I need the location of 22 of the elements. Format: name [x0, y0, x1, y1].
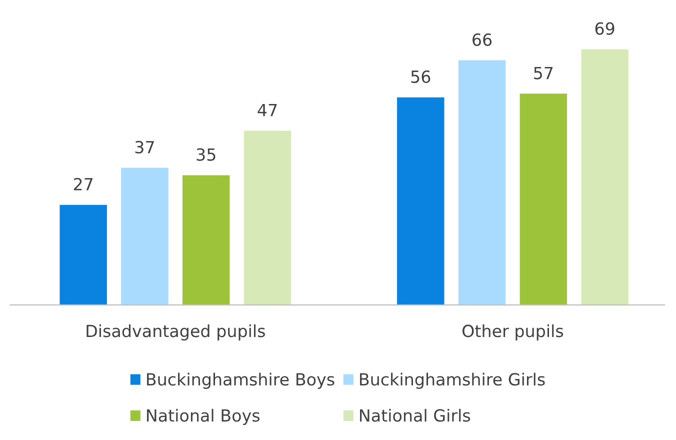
data-label: 27	[74, 178, 93, 190]
bar	[397, 97, 444, 305]
data-label: 69	[595, 22, 614, 35]
x-tick-label: Disadvantaged pupils	[86, 324, 265, 340]
bar	[458, 60, 506, 305]
data-label: 56	[411, 70, 430, 84]
data-label: 47	[258, 104, 277, 116]
legend-label: National Boys	[147, 408, 260, 425]
legend-label: National Girls	[360, 408, 470, 422]
bar	[581, 49, 628, 305]
bar	[244, 130, 292, 305]
legend-label: Buckinghamshire Girls	[360, 372, 545, 389]
bar	[60, 204, 107, 305]
data-label: 37	[135, 140, 154, 154]
bar	[520, 94, 568, 305]
data-label: 57	[534, 66, 553, 80]
bar	[182, 175, 230, 305]
data-label: 35	[196, 148, 216, 161]
bar	[121, 168, 168, 305]
data-label: 66	[472, 33, 492, 46]
legend-label: Buckinghamshire Boys	[147, 372, 334, 389]
x-tick-label: Other pupils	[462, 324, 564, 340]
